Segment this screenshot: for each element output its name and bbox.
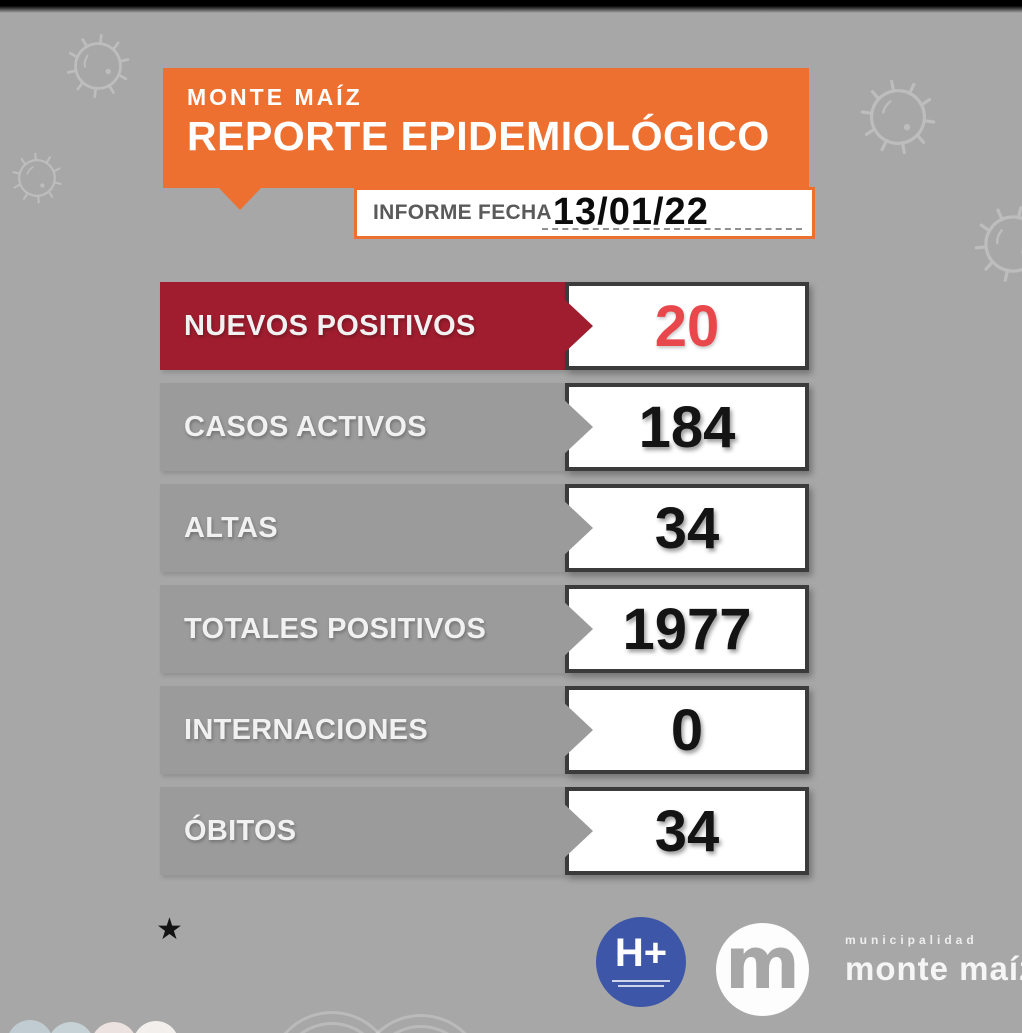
- banner-kicker: MONTE MAÍZ: [187, 84, 363, 110]
- stat-value-box: 184: [565, 383, 809, 471]
- stat-label-band: CASOS ACTIVOS: [160, 383, 565, 471]
- stat-value-box: 34: [565, 484, 809, 572]
- stat-row-altas: ALTAS 34: [160, 484, 810, 572]
- report-banner: MONTE MAÍZ REPORTE EPIDEMIOLÓGICO: [163, 68, 809, 188]
- arrow-pointer: [561, 498, 593, 558]
- virus-icon: [66, 34, 130, 98]
- star-icon: ★: [156, 913, 183, 946]
- stat-value: 184: [638, 394, 736, 460]
- stat-value: 34: [654, 798, 720, 864]
- stat-value-box: 20: [565, 282, 809, 370]
- stat-value-box: 0: [565, 686, 809, 774]
- arrow-pointer: [561, 801, 593, 861]
- stat-label-band: ÓBITOS: [160, 787, 565, 875]
- stat-value-box: 34: [565, 787, 809, 875]
- stat-label-band: INTERNACIONES: [160, 686, 565, 774]
- date-underline: [542, 228, 802, 230]
- decor-circle: [91, 1022, 137, 1033]
- stat-label-band: ALTAS: [160, 484, 565, 572]
- stat-value-box: 1977: [565, 585, 809, 673]
- top-dark-strip: [0, 0, 1022, 13]
- page-title: REPORTE EPIDEMIOLÓGICO: [187, 113, 770, 159]
- stat-label-band: TOTALES POSITIVOS: [160, 585, 565, 673]
- informe-fecha-label: INFORME FECHA: [373, 201, 552, 224]
- stat-label: ÓBITOS: [184, 814, 297, 847]
- stat-row-totales-positivos: TOTALES POSITIVOS 1977: [160, 585, 810, 673]
- stat-label: NUEVOS POSITIVOS: [184, 309, 476, 342]
- stat-row-internaciones: INTERNACIONES 0: [160, 686, 810, 774]
- stat-row-casos-activos: CASOS ACTIVOS 184: [160, 383, 810, 471]
- stat-label: ALTAS: [184, 511, 278, 544]
- stat-value: 34: [654, 495, 720, 561]
- stat-value: 0: [670, 697, 704, 763]
- informe-fecha-box: INFORME FECHA 13/01/22: [354, 187, 815, 239]
- stat-row-obitos: ÓBITOS 34: [160, 787, 810, 875]
- stat-value: 1977: [622, 596, 752, 662]
- monte-maiz-monogram: m: [716, 923, 809, 1016]
- virus-icon: [860, 79, 936, 155]
- banner-tail: [218, 187, 262, 210]
- informe-fecha-value: 13/01/22: [552, 190, 709, 233]
- decor-circle: [7, 1020, 53, 1033]
- virus-icon: [12, 152, 62, 204]
- decor-circle: [133, 1021, 179, 1033]
- arrow-pointer: [561, 397, 593, 457]
- stat-label-band: NUEVOS POSITIVOS: [160, 282, 565, 370]
- hplus-fineprint-line: [618, 985, 664, 987]
- virus-icon: [974, 206, 1022, 282]
- arrow-pointer: [561, 599, 593, 659]
- stat-value: 20: [654, 293, 720, 359]
- stat-row-nuevos-positivos: NUEVOS POSITIVOS 20: [160, 282, 810, 370]
- hplus-fineprint-line: [612, 980, 670, 982]
- stat-label: CASOS ACTIVOS: [184, 410, 427, 443]
- stat-label: TOTALES POSITIVOS: [184, 612, 487, 645]
- stat-label: INTERNACIONES: [184, 713, 428, 746]
- hplus-logo-text: H+: [614, 931, 668, 975]
- arrow-pointer: [561, 296, 593, 356]
- municipalidad-label: municipalidad: [845, 933, 978, 947]
- monogram-letter: m: [724, 920, 801, 1005]
- monte-maiz-name: monte maíz: [845, 950, 1022, 987]
- decor-circle: [48, 1022, 94, 1033]
- arrow-pointer: [561, 700, 593, 760]
- monte-maiz-wordmark: municipalidad monte maíz: [845, 933, 1022, 988]
- hplus-logo: H+: [596, 917, 686, 1007]
